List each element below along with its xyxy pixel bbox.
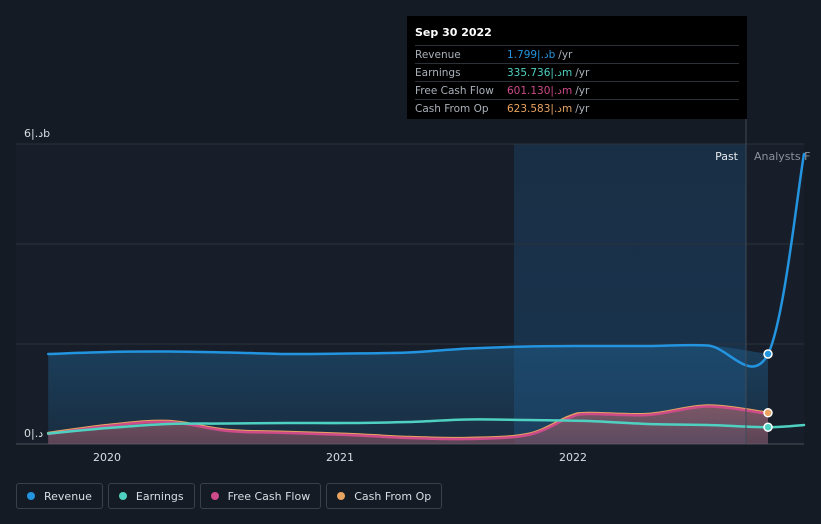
tooltip-row-earnings: Earnings 335.736|.دm /yr — [415, 63, 739, 81]
legend-label: Revenue — [44, 489, 92, 503]
tooltip-date: Sep 30 2022 — [415, 26, 492, 39]
tooltip-unit: /yr — [575, 84, 590, 97]
tooltip-row-free-cash-flow: Free Cash Flow 601.130|.دm /yr — [415, 81, 739, 99]
tooltip-value: 1.799|.دb — [507, 48, 556, 61]
line-revenue — [46, 152, 806, 368]
legend-dot-icon — [210, 492, 219, 500]
y-axis-max-label: 6|.دb — [24, 127, 50, 140]
series-markers — [763, 349, 773, 432]
past-region-label: Past — [715, 150, 739, 163]
tooltip-label: Earnings — [415, 66, 461, 79]
line-earnings — [46, 418, 806, 435]
legend-item-earnings[interactable]: Earnings — [107, 483, 195, 509]
marker-cash-from-op — [763, 408, 773, 418]
legend-item-cash-from-op[interactable]: Cash From Op — [326, 483, 443, 509]
line-free-cash-flow — [46, 405, 770, 441]
legend-item-revenue[interactable]: Revenue — [16, 483, 103, 509]
marker-earnings — [763, 422, 773, 432]
tooltip-value: 601.130|.دm — [507, 84, 573, 97]
tooltip-row-cash-from-op: Cash From Op 623.583|.دm /yr — [415, 99, 739, 117]
tooltip-label: Revenue — [415, 48, 461, 61]
legend-dot-icon — [118, 492, 127, 500]
x-tick-2022: 2022 — [559, 451, 587, 464]
tooltip-label: Free Cash Flow — [415, 84, 494, 97]
area-free-cash-flow — [48, 406, 768, 444]
legend-label: Cash From Op — [354, 489, 432, 503]
legend-item-free-cash-flow[interactable]: Free Cash Flow — [199, 483, 322, 509]
x-tick-2021: 2021 — [326, 451, 354, 464]
legend: Revenue Earnings Free Cash Flow Cash Fro… — [16, 483, 443, 509]
tooltip-unit: /yr — [558, 48, 573, 61]
tooltip-value: 623.583|.دm — [507, 102, 573, 115]
forecast-region-label: Analysts F — [754, 150, 810, 163]
tooltip-unit: /yr — [575, 66, 590, 79]
tooltip-label: Cash From Op — [415, 102, 489, 115]
legend-label: Free Cash Flow — [227, 489, 311, 503]
legend-label: Earnings — [135, 489, 184, 503]
x-tick-2020: 2020 — [93, 451, 121, 464]
tooltip-row-revenue: Revenue 1.799|.دb /yr — [415, 45, 739, 63]
y-axis-min-label: 0|.د — [24, 427, 43, 440]
tooltip-value: 335.736|.دm — [507, 66, 573, 79]
legend-dot-icon — [27, 492, 35, 500]
tooltip: Sep 30 2022 Revenue 1.799|.دb /yr Earnin… — [407, 16, 747, 119]
legend-dot-icon — [337, 492, 346, 500]
marker-revenue — [763, 349, 773, 359]
tooltip-unit: /yr — [575, 102, 590, 115]
series-areas — [48, 345, 768, 444]
series-lines — [46, 152, 806, 441]
